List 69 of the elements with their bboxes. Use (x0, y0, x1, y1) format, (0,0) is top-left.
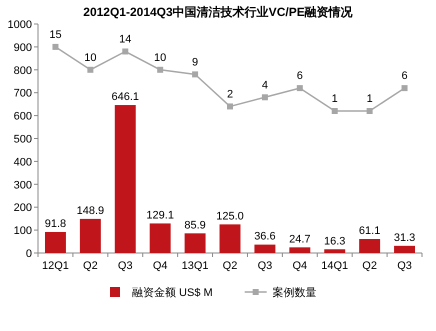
data-label: 14 (119, 33, 132, 46)
y-tick-label: 800 (14, 64, 32, 77)
x-tick-label: Q4 (152, 260, 168, 272)
point (157, 66, 164, 73)
data-label: 61.1 (358, 225, 380, 238)
data-label: 15 (49, 28, 62, 41)
legend-label: 案例数量 (272, 286, 317, 299)
legend-label: 融资金额 US$ M (132, 286, 213, 299)
x-tick-label: Q2 (83, 260, 98, 272)
data-label: 4 (262, 79, 268, 92)
data-label: 9 (192, 56, 198, 68)
point (402, 85, 408, 92)
bar (324, 249, 346, 253)
data-label: 24.7 (289, 233, 311, 246)
x-tick-label: Q2 (362, 260, 377, 272)
data-label: 16.3 (324, 235, 346, 248)
point (52, 44, 58, 50)
y-tick-label: 400 (14, 156, 32, 168)
bar (254, 244, 276, 253)
y-tick-label: 600 (14, 110, 32, 123)
data-label: 6 (401, 70, 408, 82)
y-tick-label: 1000 (8, 19, 32, 31)
data-label: 85.9 (184, 219, 206, 232)
point (122, 48, 128, 54)
bar (359, 239, 380, 253)
data-label: 1 (366, 93, 373, 106)
data-label: 125.0 (216, 210, 244, 222)
data-label: 91.8 (44, 218, 66, 230)
point (192, 71, 198, 78)
bar (289, 247, 310, 253)
bar (220, 224, 240, 253)
x-tick-label: 13Q1 (182, 260, 209, 272)
data-label: 31.3 (394, 232, 416, 244)
x-tick-label: 12Q1 (42, 260, 69, 272)
y-tick-label: 0 (26, 248, 32, 260)
x-tick-label: Q3 (118, 260, 133, 272)
y-tick-label: 700 (14, 88, 32, 100)
y-tick-label: 900 (14, 42, 32, 54)
bar (44, 232, 66, 253)
bar (150, 223, 171, 253)
data-label: 36.6 (254, 230, 276, 243)
data-label: 10 (154, 52, 166, 64)
y-tick-label: 200 (14, 202, 32, 214)
bar (80, 218, 101, 253)
chart-title: 2012Q1-2014Q3中国清洁技术行业VC/PE融资情况 (83, 5, 354, 19)
bar (394, 246, 416, 253)
bar (114, 105, 136, 253)
point (227, 103, 233, 110)
data-label: 10 (84, 52, 96, 64)
x-tick-label: Q3 (258, 260, 272, 272)
data-label: 6 (296, 70, 303, 82)
x-tick-label: Q2 (222, 260, 238, 272)
bar (184, 233, 206, 253)
x-tick-label: Q3 (397, 260, 412, 272)
data-label: 646.1 (112, 91, 140, 104)
y-tick-label: 300 (14, 179, 32, 192)
point (332, 108, 338, 114)
point (262, 94, 268, 100)
y-tick-label: 500 (14, 134, 32, 146)
point (366, 108, 373, 114)
data-label: 2 (226, 88, 234, 100)
x-tick-label: Q4 (292, 260, 308, 272)
point (87, 66, 94, 73)
y-tick-label: 100 (14, 225, 32, 238)
data-label: 129.1 (146, 209, 174, 222)
data-label: 1 (332, 93, 338, 106)
point (296, 85, 303, 92)
x-tick-label: 14Q1 (321, 260, 348, 272)
data-label: 148.9 (76, 204, 104, 217)
